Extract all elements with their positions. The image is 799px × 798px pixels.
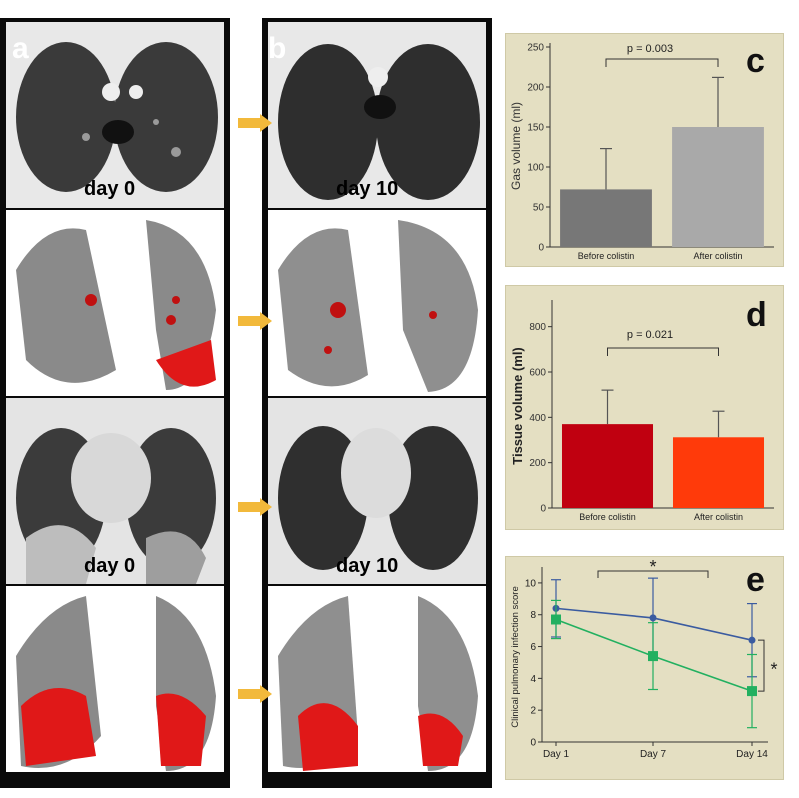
ct-column-b: b day 10 day 10 (262, 18, 492, 788)
day-label-b-top: day 10 (336, 178, 399, 200)
series-line (555, 607, 753, 641)
ct-scan-b-lower (268, 398, 486, 584)
arrow-icon (238, 312, 272, 330)
y-tick-label: 200 (527, 83, 544, 94)
x-tick-label: Before colistin (579, 512, 636, 522)
panel-label-a: a (12, 32, 29, 65)
bar (561, 424, 654, 508)
y-tick-label: 400 (529, 413, 546, 424)
data-point (648, 651, 658, 662)
day-label-a-top: day 0 (84, 178, 136, 200)
x-tick-label: Day 14 (736, 749, 768, 760)
y-tick-label: 6 (530, 642, 536, 653)
ct-scan-b-upper (268, 22, 486, 208)
y-tick-label: 10 (525, 578, 537, 589)
chart-c-ylabel: Gas volume (ml) (509, 102, 523, 190)
chart-c-letter: c (746, 42, 765, 80)
significance-marker: * (649, 557, 656, 577)
lung-density-a-lower (6, 586, 224, 772)
day-label-a-bottom: day 0 (84, 555, 136, 577)
y-tick-label: 800 (529, 322, 546, 333)
chart-d-annotation: p = 0.021 (627, 329, 673, 341)
y-tick-label: 8 (530, 610, 536, 621)
x-tick-label: After colistin (694, 512, 743, 522)
y-tick-label: 2 (530, 706, 536, 717)
significance-bracket (597, 570, 709, 578)
lung-density-a-upper (6, 210, 224, 396)
y-tick-label: 0 (538, 243, 544, 254)
y-tick-label: 100 (527, 163, 544, 174)
data-point (551, 614, 561, 625)
chart-e-ylabel: Clinical pulmonary infection score (510, 586, 521, 728)
significance-bracket (758, 639, 765, 692)
y-tick-label: 250 (527, 43, 544, 54)
ct-column-a: a day 0 day 0 (0, 18, 230, 788)
x-tick-label: After colistin (693, 251, 742, 261)
data-point (747, 686, 757, 697)
ct-scan-a-upper (6, 22, 224, 208)
y-tick-label: 600 (529, 368, 546, 379)
y-tick-label: 0 (540, 504, 546, 515)
bar (672, 127, 764, 247)
bar (560, 189, 652, 247)
arrow-icon (238, 685, 272, 703)
chart-e: e Clinical pulmonary infection score 0 2 4… (505, 556, 784, 780)
chart-c: c Gas volume (ml) p = 0.003 0 50 100 150 200… (505, 33, 784, 267)
significance-bracket (607, 347, 719, 356)
y-tick-label: 50 (533, 203, 545, 214)
bar (672, 437, 765, 508)
lung-density-b-upper (268, 210, 486, 396)
chart-c-annotation: p = 0.003 (627, 43, 673, 55)
y-tick-label: 200 (529, 458, 546, 469)
x-tick-label: Before colistin (578, 251, 635, 261)
x-tick-label: Day 1 (543, 749, 570, 760)
significance-bracket (605, 58, 719, 67)
chart-e-letter: e (746, 561, 765, 599)
x-tick-label: Day 7 (640, 749, 667, 760)
ct-scan-a-lower (6, 398, 224, 584)
arrow-icon (238, 498, 272, 516)
chart-d: d Tissue volume (ml) p = 0.021 0 200 400 60… (505, 285, 784, 530)
chart-d-letter: d (746, 296, 767, 334)
y-tick-label: 4 (530, 674, 536, 685)
data-point (748, 636, 756, 644)
significance-marker: * (770, 660, 777, 680)
arrow-icon (238, 114, 272, 132)
data-point (649, 614, 657, 622)
chart-d-ylabel: Tissue volume (ml) (510, 347, 525, 465)
y-tick-label: 0 (530, 738, 536, 749)
y-tick-label: 150 (527, 123, 544, 134)
day-label-b-bottom: day 10 (336, 555, 399, 577)
lung-density-b-lower (268, 586, 486, 772)
panel-label-b: b (268, 32, 287, 65)
